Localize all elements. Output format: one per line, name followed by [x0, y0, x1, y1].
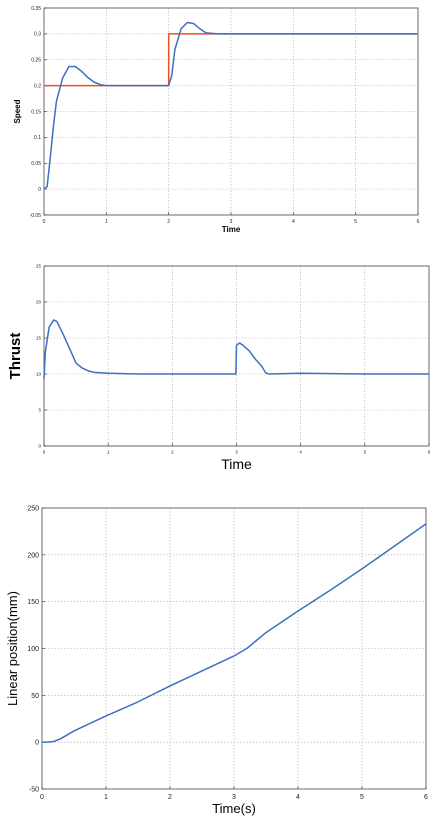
y-tick-label: 0.15	[31, 109, 41, 115]
y-tick-label: 20	[36, 300, 42, 305]
x-tick-label: 6	[417, 219, 420, 225]
x-tick-label: 1	[105, 219, 108, 225]
y-tick-label: 0.25	[31, 58, 41, 64]
y-tick-label: 15	[36, 336, 42, 341]
series-line-1	[42, 523, 427, 743]
y-tick-label: 0.1	[34, 135, 41, 141]
x-axis-label: Time(s)	[212, 801, 256, 816]
x-tick-label: 6	[424, 794, 428, 801]
chart-2: 0 1 2 3 4 5 6 0 5 10 15 20 25 Time Thrust	[7, 264, 431, 472]
x-tick-label: 0	[43, 219, 46, 225]
x-tick-label: 5	[354, 219, 357, 225]
series-line-1	[43, 319, 429, 380]
y-tick-label: 0	[38, 187, 41, 193]
chart-1: 0 1 2 3 4 5 6-0.0500.050.10.150.20.250.30.35Ti…	[13, 6, 420, 234]
x-tick-label: 0	[40, 794, 44, 801]
y-tick-label: 0	[35, 740, 39, 747]
x-tick-label: 6	[428, 450, 431, 455]
y-tick-label: 5	[38, 408, 41, 413]
y-tick-label: 0.05	[31, 161, 41, 167]
x-tick-label: 1	[104, 794, 108, 801]
y-axis-label: Speed	[13, 99, 22, 123]
x-tick-label: 4	[296, 794, 300, 801]
x-axis-label: Time	[222, 225, 241, 234]
y-tick-label: 0.2	[34, 83, 41, 89]
y-tick-label: 0.35	[31, 6, 41, 12]
y-tick-label: 200	[27, 552, 39, 559]
x-tick-label: 0	[43, 450, 46, 455]
x-tick-label: 2	[171, 450, 174, 455]
x-tick-label: 3	[232, 794, 236, 801]
y-tick-label: -0.05	[30, 213, 42, 219]
y-tick-label: 0.3	[34, 32, 41, 38]
y-tick-label: 100	[27, 646, 39, 653]
y-tick-label: -50	[29, 786, 39, 793]
series-line-2	[43, 21, 418, 190]
y-axis-label: Thrust	[7, 333, 24, 380]
x-tick-label: 3	[235, 450, 238, 455]
y-tick-label: 0	[38, 444, 41, 449]
x-tick-label: 4	[292, 219, 295, 225]
x-tick-label: 4	[299, 450, 302, 455]
x-axis-label: Time	[221, 456, 252, 472]
x-tick-label: 1	[107, 450, 110, 455]
x-tick-label: 5	[364, 450, 367, 455]
y-tick-label: 10	[36, 372, 42, 377]
y-tick-label: 150	[27, 599, 39, 606]
x-tick-label: 2	[168, 794, 172, 801]
x-tick-label: 2	[167, 219, 170, 225]
y-tick-label: 250	[27, 505, 39, 512]
y-tick-label: 50	[31, 693, 39, 700]
x-tick-label: 3	[230, 219, 233, 225]
x-tick-label: 5	[360, 794, 364, 801]
y-tick-label: 25	[36, 264, 42, 269]
y-axis-label: Linear position(mm)	[5, 591, 20, 706]
